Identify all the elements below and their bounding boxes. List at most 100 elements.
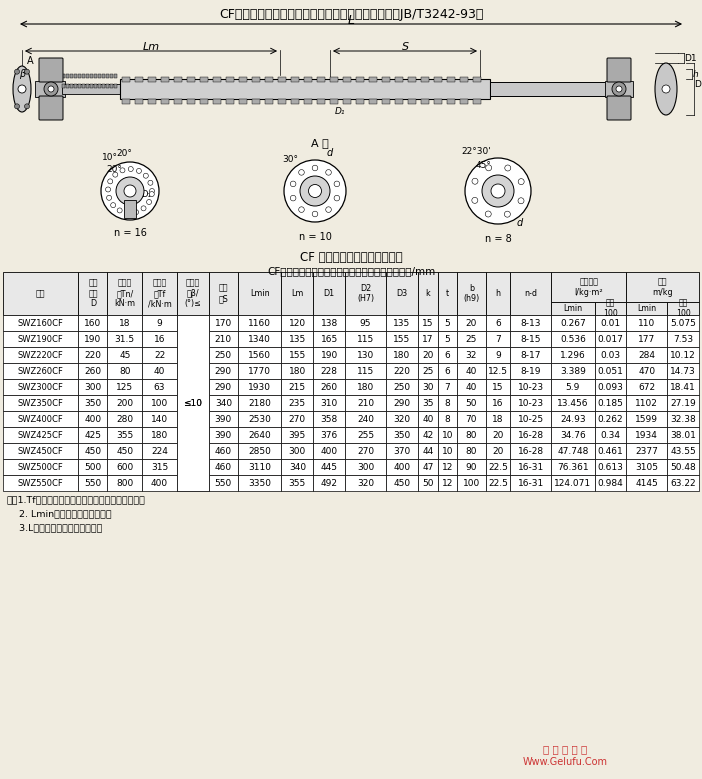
Bar: [291, 99, 299, 104]
Text: 20: 20: [493, 446, 504, 456]
Text: t: t: [446, 289, 449, 298]
Bar: [369, 77, 377, 82]
Text: 190: 190: [84, 334, 102, 344]
Bar: [438, 395, 457, 411]
Text: 0.017: 0.017: [597, 334, 623, 344]
Bar: [490, 82, 610, 96]
Text: 注：1.Tf為在交變負荷下按疲勞強度所允許的轉矩。: 注：1.Tf為在交變負荷下按疲勞強度所允許的轉矩。: [7, 495, 146, 504]
Text: 100: 100: [463, 478, 480, 488]
Text: 135: 135: [393, 319, 411, 327]
Text: 10: 10: [442, 431, 453, 439]
Bar: [74, 84, 77, 88]
Text: 9: 9: [157, 319, 162, 327]
Text: 445: 445: [321, 463, 338, 471]
Text: 伸縮
量S: 伸縮 量S: [218, 284, 228, 303]
Bar: [213, 99, 221, 104]
Text: SWZ500CF: SWZ500CF: [18, 463, 64, 471]
Bar: [238, 331, 282, 347]
Bar: [551, 315, 595, 331]
Text: 190: 190: [321, 351, 338, 359]
Ellipse shape: [18, 85, 26, 93]
Text: 30: 30: [422, 382, 434, 392]
Text: 800: 800: [116, 478, 133, 488]
Bar: [438, 475, 457, 491]
Text: 320: 320: [393, 414, 410, 424]
Text: 2850: 2850: [249, 446, 271, 456]
Bar: [107, 475, 143, 491]
Circle shape: [117, 208, 122, 213]
Bar: [457, 272, 486, 315]
Bar: [177, 427, 209, 443]
Text: 0.34: 0.34: [600, 431, 621, 439]
Text: 40: 40: [465, 366, 477, 375]
Text: 255: 255: [357, 431, 374, 439]
Bar: [486, 331, 510, 347]
Text: 0.051: 0.051: [597, 366, 623, 375]
Bar: [345, 411, 386, 427]
Circle shape: [298, 206, 304, 213]
Bar: [438, 379, 457, 395]
Circle shape: [291, 196, 296, 201]
Bar: [313, 331, 345, 347]
FancyBboxPatch shape: [607, 58, 631, 82]
Bar: [143, 411, 177, 427]
Bar: [447, 99, 455, 104]
Bar: [106, 84, 109, 88]
Bar: [418, 427, 438, 443]
Bar: [282, 475, 313, 491]
Bar: [330, 99, 338, 104]
Text: 400: 400: [393, 463, 410, 471]
Bar: [143, 331, 177, 347]
Text: 370: 370: [393, 446, 411, 456]
Bar: [386, 459, 418, 475]
Text: 115: 115: [357, 334, 374, 344]
Bar: [107, 427, 143, 443]
Text: 124.071: 124.071: [555, 478, 591, 488]
Text: S: S: [402, 42, 409, 52]
Ellipse shape: [662, 85, 670, 93]
Bar: [551, 395, 595, 411]
Bar: [667, 363, 699, 379]
Bar: [382, 77, 390, 82]
Bar: [135, 77, 143, 82]
Text: 5: 5: [444, 319, 450, 327]
Text: 10.12: 10.12: [670, 351, 696, 359]
Bar: [457, 475, 486, 491]
Circle shape: [143, 173, 148, 178]
Text: 3110: 3110: [248, 463, 271, 471]
Text: 215: 215: [289, 382, 306, 392]
Bar: [386, 331, 418, 347]
Text: 7: 7: [444, 382, 450, 392]
Bar: [595, 315, 626, 331]
Bar: [148, 99, 156, 104]
Text: SWZ260CF: SWZ260CF: [18, 366, 64, 375]
Text: 16-28: 16-28: [518, 446, 544, 456]
Text: 500: 500: [84, 463, 102, 471]
Bar: [282, 331, 313, 347]
Text: 32.38: 32.38: [670, 414, 696, 424]
Bar: [79, 411, 107, 427]
Text: 110: 110: [638, 319, 656, 327]
Text: 10-23: 10-23: [518, 399, 544, 407]
Bar: [386, 411, 418, 427]
Bar: [486, 459, 510, 475]
Text: Lmin: Lmin: [250, 289, 270, 298]
Text: 390: 390: [215, 431, 232, 439]
Bar: [3, 331, 79, 347]
Text: 8-19: 8-19: [521, 366, 541, 375]
Bar: [486, 363, 510, 379]
Text: 2. Lmin為縮短后的最小長度。: 2. Lmin為縮短后的最小長度。: [7, 509, 112, 518]
Text: 2640: 2640: [249, 431, 271, 439]
Bar: [278, 77, 286, 82]
Text: 284: 284: [638, 351, 655, 359]
Bar: [460, 77, 468, 82]
Bar: [595, 379, 626, 395]
Bar: [98, 74, 101, 78]
Bar: [510, 427, 551, 443]
Text: d: d: [517, 218, 523, 228]
Circle shape: [15, 69, 20, 74]
Bar: [667, 443, 699, 459]
Text: 2530: 2530: [249, 414, 271, 424]
Bar: [626, 272, 699, 302]
Text: 5: 5: [444, 334, 450, 344]
